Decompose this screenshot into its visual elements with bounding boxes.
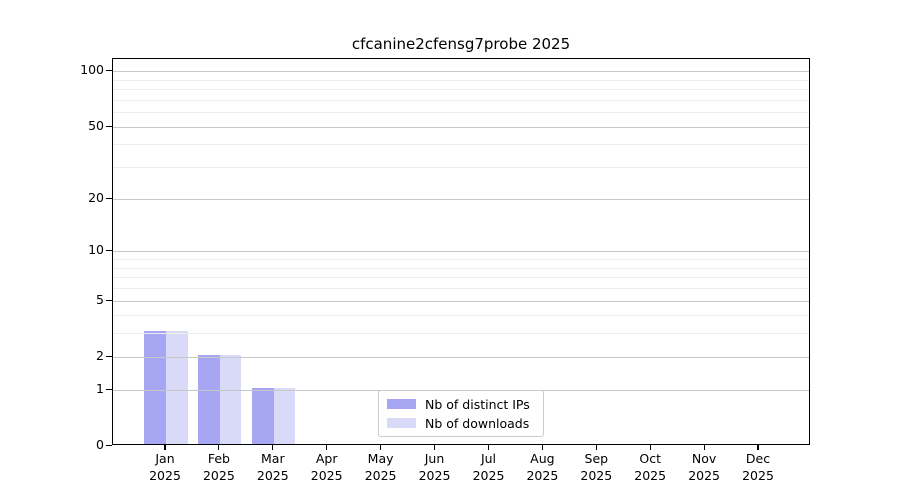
x-tick-year: 2025 xyxy=(580,467,613,483)
legend-swatch xyxy=(387,418,416,428)
x-axis-tick xyxy=(703,445,705,450)
x-tick-year: 2025 xyxy=(526,467,559,483)
x-tick-month: May xyxy=(367,451,394,466)
gridline-minor xyxy=(113,315,809,317)
x-tick-label: Oct 2025 xyxy=(618,451,682,484)
x-tick-month: Jul xyxy=(480,451,497,466)
x-tick-month: Sep xyxy=(584,451,609,466)
x-tick-month: Dec xyxy=(745,451,771,466)
x-axis-tick xyxy=(326,445,328,450)
y-tick-label: 20 xyxy=(88,189,104,205)
bar-distinct-ips xyxy=(144,331,166,444)
y-axis-tick xyxy=(106,197,112,199)
bar-downloads xyxy=(219,354,242,444)
y-tick-label: 2 xyxy=(96,347,104,363)
x-axis-tick xyxy=(487,445,490,450)
bar-distinct-ips xyxy=(252,387,274,444)
gridline-minor xyxy=(113,277,809,279)
x-tick-year: 2025 xyxy=(418,467,451,483)
bar-distinct-ips xyxy=(198,354,220,444)
x-tick-month: Oct xyxy=(639,451,661,466)
chart-title: cfcanine2cfensg7probe 2025 xyxy=(351,35,571,53)
x-tick-month: Mar xyxy=(261,451,285,466)
x-tick-label: Dec 2025 xyxy=(726,451,790,484)
x-tick-label: Jul 2025 xyxy=(457,451,521,484)
x-tick-year: 2025 xyxy=(472,467,505,483)
legend-swatch xyxy=(387,399,416,409)
x-tick-label: Nov 2025 xyxy=(672,451,736,484)
legend-label: Nb of downloads xyxy=(425,415,530,431)
y-axis-tick xyxy=(106,125,112,127)
x-tick-month: Jan xyxy=(155,451,175,466)
x-tick-label: Jan 2025 xyxy=(133,451,197,484)
x-tick-year: 2025 xyxy=(149,467,181,483)
x-axis-tick xyxy=(272,445,274,450)
gridline-major xyxy=(113,356,809,358)
y-tick-label: 50 xyxy=(88,117,104,133)
y-axis-tick xyxy=(106,388,112,390)
gridline-major xyxy=(113,198,809,200)
x-axis-tick xyxy=(380,445,382,450)
y-axis-tick xyxy=(106,355,112,357)
gridline-major xyxy=(113,300,809,302)
gridline-minor xyxy=(113,144,809,146)
x-tick-month: Apr xyxy=(315,451,338,466)
y-axis-tick xyxy=(106,250,112,252)
y-tick-label: 0 xyxy=(96,437,104,452)
x-tick-month: Feb xyxy=(207,451,230,466)
x-tick-label: Mar 2025 xyxy=(241,451,305,484)
bar-downloads xyxy=(166,331,188,444)
gridline-minor xyxy=(113,167,809,169)
x-tick-year: 2025 xyxy=(688,467,720,483)
legend-entry: Nb of downloads xyxy=(387,416,535,431)
y-tick-label: 100 xyxy=(80,62,104,78)
x-tick-month: Aug xyxy=(530,451,555,466)
x-axis-tick xyxy=(218,445,220,450)
x-tick-year: 2025 xyxy=(202,467,235,483)
x-axis-tick xyxy=(595,445,597,450)
x-axis-tick xyxy=(164,445,166,450)
x-tick-month: Nov xyxy=(691,451,717,466)
gridline-minor xyxy=(113,89,809,91)
x-tick-label: Apr 2025 xyxy=(295,451,359,484)
x-tick-label: May 2025 xyxy=(349,451,413,484)
y-axis-tick xyxy=(106,299,112,301)
x-tick-label: Feb 2025 xyxy=(187,451,251,484)
x-tick-month: Jun xyxy=(424,451,445,466)
legend-box: Nb of distinct IPs Nb of downloads xyxy=(378,390,544,437)
x-tick-year: 2025 xyxy=(742,467,774,483)
y-tick-label: 5 xyxy=(96,291,104,307)
legend-label: Nb of distinct IPs xyxy=(425,396,530,412)
gridline-minor xyxy=(113,333,809,335)
x-tick-year: 2025 xyxy=(634,467,667,483)
x-axis-tick xyxy=(649,445,651,450)
gridline-minor xyxy=(113,259,809,260)
gridline-minor xyxy=(113,112,809,114)
plot-area xyxy=(112,58,810,445)
bar-downloads xyxy=(273,387,296,444)
x-tick-year: 2025 xyxy=(256,467,289,483)
x-tick-year: 2025 xyxy=(364,467,397,483)
x-axis-tick xyxy=(757,445,759,450)
gridline-major xyxy=(113,251,809,253)
gridline-major xyxy=(113,71,809,73)
y-axis-tick xyxy=(106,70,112,72)
x-tick-label: Sep 2025 xyxy=(564,451,628,484)
gridline-minor xyxy=(113,267,809,269)
y-axis-tick xyxy=(106,445,112,447)
legend-entry: Nb of distinct IPs xyxy=(387,397,535,412)
x-axis-tick xyxy=(433,445,436,450)
gridline-minor xyxy=(113,99,809,101)
y-tick-label: 1 xyxy=(96,380,104,396)
gridline-major xyxy=(113,126,809,128)
x-tick-label: Jun 2025 xyxy=(403,451,467,484)
gridline-minor xyxy=(113,79,809,81)
x-tick-year: 2025 xyxy=(310,467,343,483)
y-tick-label: 10 xyxy=(88,242,104,258)
gridline-minor xyxy=(113,288,809,289)
x-tick-label: Aug 2025 xyxy=(510,451,574,484)
x-axis-tick xyxy=(541,445,543,450)
